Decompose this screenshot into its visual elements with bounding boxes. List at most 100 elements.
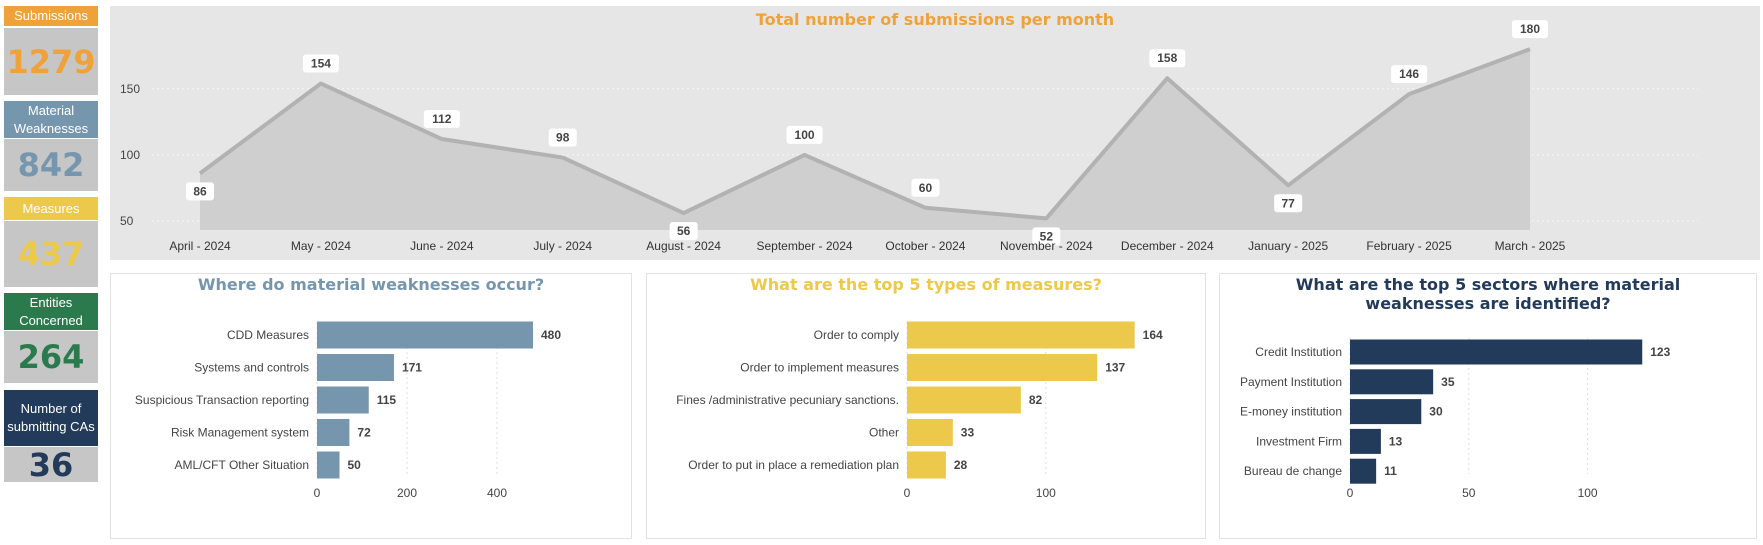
category-label: Order to put in place a remediation plan bbox=[688, 458, 899, 472]
x-tick-label-0: 0 bbox=[1347, 486, 1354, 500]
x-tick-label: July - 2024 bbox=[533, 239, 592, 253]
x-tick-label: June - 2024 bbox=[410, 239, 474, 253]
category-label: Systems and controls bbox=[194, 361, 309, 375]
data-label-bg bbox=[1512, 20, 1548, 39]
sectors-chart-panel: What are the top 5 sectors where materia… bbox=[1219, 273, 1757, 539]
measures-chart-title: What are the top 5 types of measures? bbox=[750, 275, 1102, 294]
bar-value-label: 13 bbox=[1389, 434, 1403, 448]
bar bbox=[317, 321, 533, 349]
data-label: 86 bbox=[193, 184, 207, 198]
bar bbox=[1350, 458, 1377, 484]
bar bbox=[907, 419, 953, 446]
category-label: Investment Firm bbox=[1256, 434, 1342, 448]
sectors-chart-title: What are the top 5 sectors where materia… bbox=[1295, 275, 1681, 313]
bar-value-label: 137 bbox=[1105, 361, 1125, 375]
bar bbox=[1350, 339, 1643, 365]
bar-value-label: 11 bbox=[1384, 464, 1397, 478]
category-label: Other bbox=[869, 426, 899, 440]
data-label: 98 bbox=[556, 131, 570, 145]
x-tick-label: November - 2024 bbox=[1000, 239, 1093, 253]
data-label-bg bbox=[1391, 65, 1428, 84]
bar bbox=[317, 354, 394, 381]
bar bbox=[317, 386, 369, 414]
submissions-chart-panel: Total number of submissions per month 50… bbox=[110, 6, 1760, 260]
data-label: 52 bbox=[1040, 229, 1054, 243]
data-label-bg bbox=[911, 178, 940, 197]
bar-value-label: 50 bbox=[348, 458, 362, 472]
category-label: Risk Management system bbox=[171, 426, 309, 440]
data-label: 56 bbox=[677, 224, 691, 238]
data-label-bg bbox=[302, 54, 339, 73]
bar bbox=[907, 451, 946, 479]
y-tick-label-150: 150 bbox=[120, 82, 140, 96]
x-tick-label: March - 2025 bbox=[1495, 239, 1566, 253]
x-tick-label-0: 0 bbox=[314, 486, 321, 500]
data-label: 112 bbox=[432, 112, 452, 126]
kpi-measures-header: Measures bbox=[4, 197, 98, 220]
data-label-bg bbox=[786, 125, 823, 144]
category-label: Order to implement measures bbox=[740, 361, 899, 375]
bar-value-label: 480 bbox=[541, 328, 561, 342]
x-tick-label-100: 100 bbox=[1036, 486, 1056, 500]
bar bbox=[317, 419, 350, 446]
x-tick-label: September - 2024 bbox=[757, 239, 853, 253]
data-label: 154 bbox=[311, 57, 331, 71]
submissions-chart-svg: 50 100 150 86 April - 2024 154 May - 2024 112 Ju… bbox=[120, 20, 1698, 253]
x-tick-label-0: 0 bbox=[904, 486, 911, 500]
series-line bbox=[198, 47, 1531, 221]
kpi-weaknesses-value: 842 bbox=[4, 139, 98, 191]
category-label: AML/CFT Other Situation bbox=[175, 458, 310, 472]
bar bbox=[907, 321, 1135, 349]
bar-value-label: 123 bbox=[1650, 345, 1670, 359]
submissions-chart-title: Total number of submissions per month bbox=[755, 10, 1115, 29]
x-tick-label: February - 2025 bbox=[1366, 239, 1452, 253]
bar bbox=[907, 354, 1098, 381]
kpi-weaknesses-header: Material Weaknesses bbox=[4, 101, 98, 138]
data-label-bg bbox=[423, 110, 460, 129]
bar-value-label: 82 bbox=[1029, 393, 1043, 407]
data-label-bg bbox=[1274, 194, 1303, 213]
bar bbox=[1350, 399, 1422, 425]
x-tick-label: August - 2024 bbox=[646, 239, 721, 253]
data-label: 60 bbox=[919, 181, 933, 195]
x-tick-label-50: 50 bbox=[1462, 486, 1476, 500]
data-label-bg bbox=[669, 222, 698, 241]
category-label: E-money institution bbox=[1240, 405, 1342, 419]
kpi-cas-header: Number of submitting CAs bbox=[4, 390, 98, 446]
x-tick-label: October - 2024 bbox=[885, 239, 965, 253]
bar bbox=[1350, 369, 1434, 395]
data-label-bg bbox=[1032, 227, 1061, 246]
category-label: Payment Institution bbox=[1240, 375, 1342, 389]
category-label: Fines /administrative pecuniary sanction… bbox=[676, 393, 899, 407]
data-label: 77 bbox=[1282, 196, 1296, 210]
bar-value-label: 33 bbox=[961, 426, 975, 440]
kpi-measures-value: 437 bbox=[4, 221, 98, 287]
data-label: 146 bbox=[1399, 67, 1419, 81]
x-tick-label-400: 400 bbox=[487, 486, 507, 500]
bar-value-label: 164 bbox=[1143, 328, 1163, 342]
category-label: Credit Institution bbox=[1255, 345, 1342, 359]
bar bbox=[907, 386, 1021, 414]
measures-chart-panel: What are the top 5 types of measures? 0 1… bbox=[646, 273, 1206, 539]
kpi-entities-header: Entities Concerned bbox=[4, 293, 98, 330]
x-tick-label-100: 100 bbox=[1578, 486, 1598, 500]
x-tick-label: December - 2024 bbox=[1121, 239, 1214, 253]
weaknesses-chart-title: Where do material weaknesses occur? bbox=[197, 275, 545, 294]
bar-value-label: 30 bbox=[1429, 405, 1443, 419]
data-label: 100 bbox=[795, 128, 815, 142]
bar bbox=[1350, 428, 1381, 454]
y-tick-label-50: 50 bbox=[120, 214, 134, 228]
y-tick-label-100: 100 bbox=[120, 148, 140, 162]
data-label-bg bbox=[186, 182, 214, 201]
data-label-bg bbox=[548, 128, 577, 147]
bar-value-label: 171 bbox=[402, 361, 422, 375]
category-label: Order to comply bbox=[814, 328, 899, 342]
data-label-bg bbox=[1149, 49, 1186, 68]
x-tick-label: April - 2024 bbox=[169, 239, 231, 253]
data-label: 158 bbox=[1157, 51, 1177, 65]
bar bbox=[317, 451, 340, 479]
bar-value-label: 72 bbox=[357, 426, 371, 440]
kpi-cas-value: 36 bbox=[4, 446, 98, 484]
bar-value-label: 28 bbox=[954, 458, 968, 472]
kpi-entities-value: 264 bbox=[4, 331, 98, 383]
